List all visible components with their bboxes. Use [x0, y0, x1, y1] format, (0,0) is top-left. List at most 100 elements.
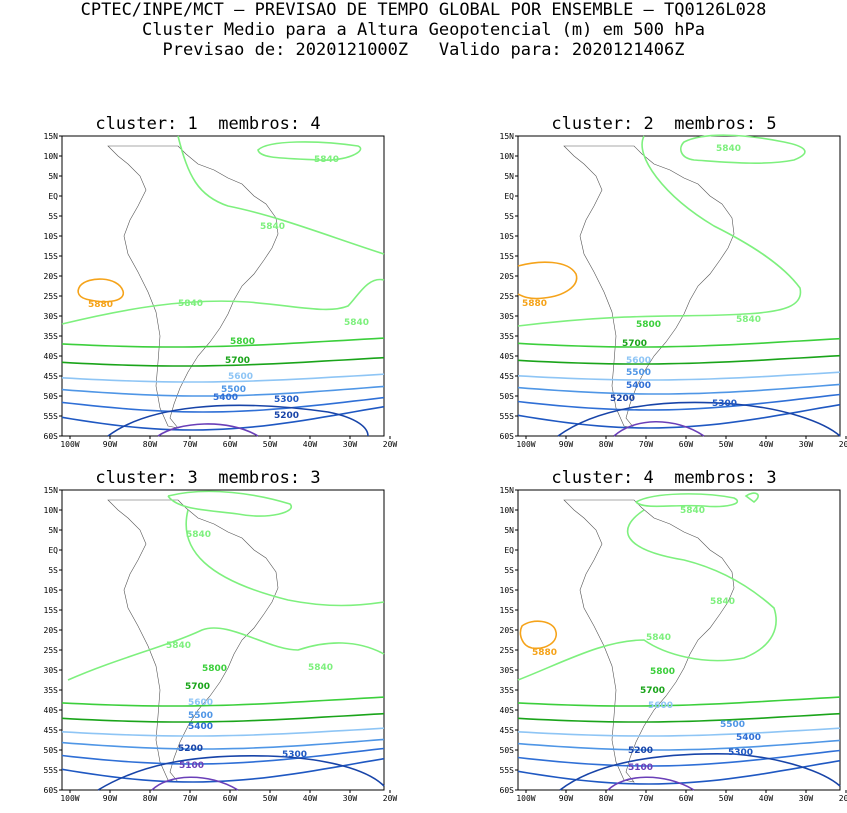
lat-tick-label: 30S: [44, 312, 59, 321]
lat-tick-label: 20S: [500, 626, 515, 635]
lon-tick-label: 90W: [103, 440, 118, 449]
contour-label: 5840: [314, 155, 339, 165]
lon-tick-label: 80W: [599, 440, 614, 449]
contour-5100: [613, 421, 705, 437]
contour-5400: [517, 393, 841, 411]
contour-5840: [177, 135, 385, 255]
contour-5500: [517, 739, 841, 751]
contour-label: 5600: [188, 698, 213, 708]
lat-tick-label: EQ: [48, 192, 58, 201]
map-plot: 15N 10N 5N EQ 5S 10S 15S 20S 25S 30S 35S 40S 45S 50S 5…: [44, 132, 398, 449]
contour-label: 5500: [188, 711, 213, 721]
contour-5840: [680, 134, 806, 164]
contour-label: 5300: [728, 748, 753, 758]
lon-tick-label: 90W: [559, 440, 574, 449]
lat-tick-label: 15S: [500, 606, 515, 615]
lat-tick-label: 25S: [44, 646, 59, 655]
lat-tick-label: EQ: [504, 192, 514, 201]
contour-5800: [517, 696, 841, 707]
lat-tick-label: 15S: [44, 606, 59, 615]
lat-tick-label: 5S: [48, 566, 58, 575]
lon-tick-label: 50W: [719, 440, 734, 449]
lon-tick-label: 30W: [343, 794, 358, 803]
contour-label: 5840: [178, 299, 203, 309]
contour-5800: [61, 696, 385, 707]
contour-5840: [257, 141, 362, 161]
panel-title: cluster: 4 membros: 3: [551, 468, 777, 488]
contour-label: 5840: [186, 530, 211, 540]
lat-tick-label: 45S: [500, 726, 515, 735]
lat-tick-label: 35S: [44, 332, 59, 341]
contour-label: 5880: [532, 648, 557, 658]
contour-5100: [607, 776, 695, 791]
lat-tick-label: 40S: [500, 706, 515, 715]
contour-5500: [61, 385, 385, 397]
lon-tick-label: 20W: [383, 440, 398, 449]
lon-tick-label: 80W: [143, 440, 158, 449]
contour-label: 5300: [282, 750, 307, 760]
lon-tick-label: 90W: [559, 794, 574, 803]
contour-label: 5700: [622, 339, 647, 349]
contour-5300: [517, 403, 841, 429]
lon-tick-label: 60W: [679, 794, 694, 803]
contour-label: 5840: [716, 144, 741, 154]
contour-label: 5700: [185, 682, 210, 692]
lat-tick-label: 30S: [44, 666, 59, 675]
lat-tick-label: 35S: [500, 686, 515, 695]
contour-label: 5100: [628, 763, 653, 773]
contour-5400: [61, 747, 385, 765]
lat-tick-label: 5S: [504, 566, 514, 575]
lat-tick-label: 15N: [500, 486, 515, 495]
lat-tick-label: 45S: [500, 372, 515, 381]
lat-tick-label: 10S: [44, 232, 59, 241]
contour-5200: [559, 752, 841, 791]
lon-tick-label: 30W: [799, 794, 814, 803]
contour-label: 5840: [166, 641, 191, 651]
contour-5700: [517, 712, 841, 723]
header-line-1: CPTEC/INPE/MCT — PREVISAO DE TEMPO GLOBA…: [80, 0, 767, 20]
plot-frame: [517, 135, 841, 437]
lon-tick-label: 30W: [343, 440, 358, 449]
contour-label: 5300: [274, 395, 299, 405]
contour-label: 5880: [522, 299, 547, 309]
lon-tick-label: 70W: [639, 794, 654, 803]
contour-5200: [107, 404, 369, 437]
contour-label: 5600: [228, 372, 253, 382]
map-panel-cluster-1: cluster: 1 membros: 4 15N 10N 5N EQ 5S 10S 15S…: [28, 114, 398, 459]
map-plot: 15N 10N 5N EQ 5S 10S 15S 20S 25S 30S 35S 40S 45S 50S 5…: [500, 486, 847, 803]
contour-label: 5840: [344, 318, 369, 328]
lat-tick-label: 10N: [500, 152, 515, 161]
lon-tick-label: 20W: [839, 794, 847, 803]
contour-5500: [61, 738, 385, 750]
contour-label: 5840: [646, 633, 671, 643]
map-panel-cluster-4: cluster: 4 membros: 3 15N 10N 5N EQ 5S 10S 15S…: [484, 468, 847, 813]
contour-label: 5200: [178, 744, 203, 754]
lat-tick-label: 10N: [44, 152, 59, 161]
lat-tick-label: 10S: [500, 232, 515, 241]
contour-label: 5800: [230, 337, 255, 347]
lon-tick-label: 100W: [516, 440, 535, 449]
lat-tick-label: 20S: [500, 272, 515, 281]
lon-tick-label: 100W: [516, 794, 535, 803]
lat-tick-label: 10N: [500, 506, 515, 515]
lat-tick-label: 5S: [48, 212, 58, 221]
lat-tick-label: 60S: [500, 786, 515, 795]
lon-tick-label: 60W: [223, 440, 238, 449]
lat-tick-label: 60S: [44, 432, 59, 441]
lon-tick-label: 50W: [263, 440, 278, 449]
lat-tick-label: 35S: [500, 332, 515, 341]
lon-tick-label: 100W: [60, 794, 79, 803]
contour-5700: [61, 356, 385, 367]
contour-label: 5400: [213, 393, 238, 403]
plot-frame: [61, 489, 385, 791]
lon-tick-label: 30W: [799, 440, 814, 449]
lon-tick-label: 100W: [60, 440, 79, 449]
lat-tick-label: 30S: [500, 666, 515, 675]
contour-label: 5300: [712, 399, 737, 409]
contour-label: 5500: [626, 368, 651, 378]
contour-5800: [517, 337, 841, 348]
lat-tick-label: 55S: [500, 412, 515, 421]
header-line-3: Previsao de: 2020121000Z Valido para: 20…: [162, 40, 685, 60]
contour-label: 5400: [736, 733, 761, 743]
lat-tick-label: 50S: [44, 746, 59, 755]
